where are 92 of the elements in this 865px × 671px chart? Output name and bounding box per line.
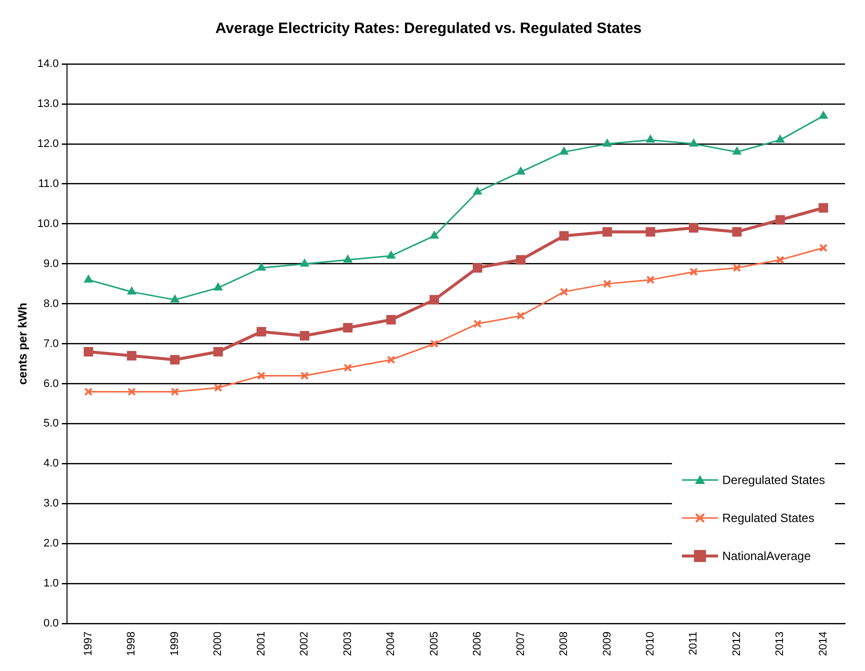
point <box>343 254 352 263</box>
x-tick-label: 2004 <box>385 632 398 656</box>
x-tick-label: 2012 <box>730 632 743 656</box>
point <box>688 223 698 233</box>
point <box>300 331 310 341</box>
point <box>170 355 180 364</box>
point <box>732 227 742 237</box>
y-tick-label: 6.0 <box>44 378 59 390</box>
x-tick-label: 2001 <box>255 632 268 656</box>
legend-label: NationalAverage <box>722 549 811 563</box>
point <box>170 388 180 396</box>
y-tick-label: 10.0 <box>37 218 59 230</box>
point <box>516 312 525 320</box>
y-tick-label: 4.0 <box>44 458 59 470</box>
y-tick-label: 7.0 <box>44 338 59 350</box>
y-tick-label: 14.0 <box>37 58 59 70</box>
point <box>473 320 482 328</box>
legend-label: Deregulated States <box>722 473 825 487</box>
point <box>386 250 396 259</box>
point <box>127 286 136 295</box>
y-tick-label: 8.0 <box>44 298 59 310</box>
point <box>689 138 698 147</box>
point <box>473 186 482 195</box>
point <box>560 288 568 296</box>
y-tick-label: 12.0 <box>37 138 59 150</box>
point <box>300 372 309 380</box>
point <box>257 372 266 380</box>
point <box>214 384 222 392</box>
point <box>818 203 828 213</box>
point <box>516 255 526 265</box>
x-tick-label: 2009 <box>601 632 614 656</box>
x-tick-label: 2013 <box>774 632 786 656</box>
point <box>602 138 612 147</box>
x-tick-label: 1998 <box>126 632 138 656</box>
point <box>560 146 568 155</box>
y-tick-label: 1.0 <box>44 578 59 590</box>
point <box>818 110 828 119</box>
point <box>300 258 309 267</box>
point <box>775 215 785 225</box>
x-tick-label: 1999 <box>168 632 181 656</box>
point <box>126 351 136 360</box>
x-tick-label: 2002 <box>298 632 311 656</box>
x-tick-label: 1997 <box>82 632 94 656</box>
point <box>603 280 612 288</box>
x-tick-label: 2008 <box>558 632 570 656</box>
point <box>646 134 655 143</box>
y-tick-label: 0.0 <box>44 618 59 630</box>
x-tick-label: 2000 <box>212 632 224 656</box>
y-tick-label: 11.0 <box>38 178 59 190</box>
point <box>256 327 266 337</box>
point <box>516 166 526 175</box>
point <box>690 268 698 276</box>
point <box>214 282 223 291</box>
point <box>256 262 266 271</box>
point <box>344 364 352 372</box>
x-tick-label: 2010 <box>644 632 656 656</box>
point <box>343 323 353 333</box>
x-tick-label: 2005 <box>428 632 440 656</box>
point <box>819 244 828 252</box>
chart-title: Average Electricity Rates: Deregulated vs. Regulated States <box>215 20 642 38</box>
point <box>776 134 785 143</box>
point <box>602 227 612 237</box>
x-tick-label: 2007 <box>514 632 527 656</box>
x-tick-label: 2014 <box>817 632 830 656</box>
point <box>170 294 180 303</box>
y-tick-label: 9.0 <box>44 258 59 270</box>
point <box>386 315 396 325</box>
point <box>84 388 93 396</box>
point <box>732 264 742 272</box>
x-tick-label: 2011 <box>688 632 700 656</box>
point <box>776 256 784 264</box>
point <box>559 231 569 241</box>
point <box>127 388 136 396</box>
x-tick-label: 2003 <box>342 632 354 656</box>
point <box>84 274 93 283</box>
point <box>213 347 223 356</box>
point <box>430 295 440 305</box>
point <box>472 263 482 273</box>
x-tick-label: 2006 <box>472 632 484 656</box>
point <box>646 227 656 237</box>
point <box>430 230 439 239</box>
y-tick-label: 5.0 <box>44 418 59 430</box>
y-tick-label: 2.0 <box>44 538 59 550</box>
point <box>84 347 94 356</box>
y-axis-title: cents per kWh <box>16 302 30 385</box>
point <box>386 356 396 364</box>
legend-label: Regulated States <box>722 511 814 525</box>
point <box>646 276 655 284</box>
point <box>430 340 438 348</box>
y-tick-label: 13.0 <box>37 98 59 110</box>
y-tick-label: 3.0 <box>44 498 59 510</box>
point <box>732 146 742 155</box>
